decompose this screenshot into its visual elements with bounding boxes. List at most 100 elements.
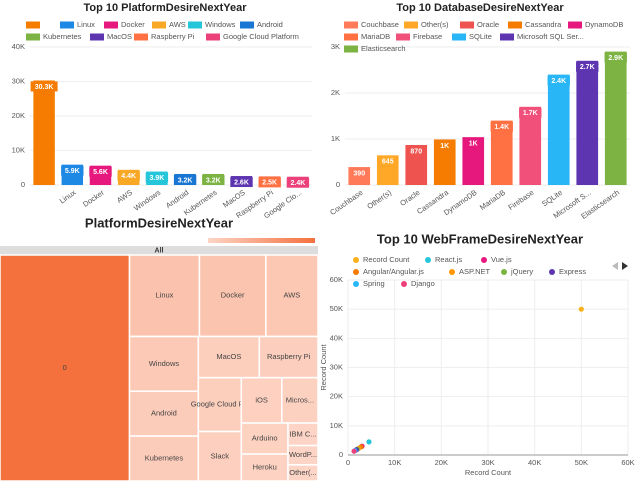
chart-title: Top 10 DatabaseDesireNextYear xyxy=(396,2,564,14)
legend-label: Android xyxy=(257,20,283,29)
treemap-cell xyxy=(197,376,243,433)
value-label: 1K xyxy=(469,141,478,148)
treemap-label: Windows xyxy=(149,359,180,368)
legend-label: Angular/Angular.js xyxy=(363,267,424,276)
value-label: 2.4K xyxy=(551,78,566,85)
legend-swatch xyxy=(568,21,582,29)
y-tick-label: 0 xyxy=(339,450,343,459)
legend-swatch xyxy=(460,21,474,29)
treemap-label: 0 xyxy=(63,363,67,372)
legend-label: Microsoft SQL Ser... xyxy=(517,32,584,41)
root-label: All xyxy=(155,247,164,254)
legend-swatch xyxy=(481,257,487,263)
label-bg xyxy=(490,121,513,132)
treemap-label: Google Cloud P... xyxy=(191,400,249,409)
label-bg xyxy=(61,165,84,176)
legend-swatch xyxy=(353,257,359,263)
bar xyxy=(433,139,456,185)
value-label: 390 xyxy=(353,170,365,177)
label-bg xyxy=(145,172,169,183)
treemap-label: AWS xyxy=(284,291,301,300)
label-bg xyxy=(547,75,570,86)
legend-swatch xyxy=(404,21,418,29)
legend-swatch xyxy=(401,281,407,287)
point xyxy=(351,448,357,454)
value-label: 1.7K xyxy=(523,110,538,117)
label-bg xyxy=(378,156,397,167)
legend-swatch xyxy=(353,269,359,275)
treemap-label: Docker xyxy=(221,291,245,300)
legend-next[interactable] xyxy=(622,262,628,270)
value-label: 1K xyxy=(440,143,449,150)
treemap-label: Heroku xyxy=(253,463,277,472)
bar xyxy=(462,137,485,185)
legend-label: Django xyxy=(411,279,435,288)
bar xyxy=(33,80,55,185)
label-bg xyxy=(438,140,452,151)
bar xyxy=(576,60,599,185)
y-tick-label: 20K xyxy=(330,392,343,401)
value-label: 3.9K xyxy=(150,175,165,182)
legend-swatch xyxy=(240,21,254,29)
value-label: 30.3K xyxy=(35,84,54,91)
point xyxy=(578,306,584,312)
chart-title: Top 10 WebFrameDesireNextYear xyxy=(377,231,583,246)
legend-label: Spring xyxy=(363,279,385,288)
x-tick-label: 10K xyxy=(388,458,401,467)
y-tick-label: 30K xyxy=(330,362,343,371)
value-label: 870 xyxy=(410,148,422,155)
x-tick-label: 30K xyxy=(481,458,494,467)
legend-label: Vue.js xyxy=(491,255,512,264)
legend-label: React.js xyxy=(435,255,462,264)
label-bg xyxy=(576,61,599,72)
y-tick-label: 2K xyxy=(331,88,340,97)
legend-label: Raspberry Pi xyxy=(151,32,195,41)
x-tick-label: 20K xyxy=(435,458,448,467)
value-label: 2.6K xyxy=(234,179,249,186)
label-bg xyxy=(173,174,197,185)
legend-label: Docker xyxy=(121,20,145,29)
treemap-label: Arduino xyxy=(252,434,278,443)
x-axis-label: Record Count xyxy=(465,468,512,477)
treemap-label: Slack xyxy=(211,451,230,460)
root-header xyxy=(0,246,318,255)
legend-label: ASP.NET xyxy=(459,267,491,276)
bar xyxy=(604,51,627,185)
legend-label: jQuery xyxy=(510,267,533,276)
legend-label: SQLite xyxy=(469,32,492,41)
x-tick-label: 50K xyxy=(575,458,588,467)
treemap-cell xyxy=(128,335,200,392)
legend-swatch xyxy=(206,33,220,41)
y-axis-label: Record Count xyxy=(319,343,328,390)
label-bg xyxy=(117,170,140,181)
legend-prev[interactable] xyxy=(612,262,618,270)
value-label: 2.9K xyxy=(608,55,623,62)
x-tick-label: 40K xyxy=(528,458,541,467)
treemap-cell xyxy=(240,376,283,424)
label-bg xyxy=(30,81,58,92)
treemap-label: Kubernetes xyxy=(145,454,184,463)
point xyxy=(366,439,372,445)
legend-label: DynamoDB xyxy=(585,20,623,29)
treemap-label: Micros... xyxy=(286,395,314,404)
legend-label: MariaDB xyxy=(361,32,390,41)
legend-swatch xyxy=(26,33,40,41)
legend-swatch xyxy=(104,21,118,29)
legend-label: Oracle xyxy=(477,20,499,29)
legend-swatch xyxy=(344,33,358,41)
legend-swatch xyxy=(188,21,202,29)
value-label: 2.4K xyxy=(291,180,306,187)
treemap-cell xyxy=(198,254,267,338)
label-bg xyxy=(604,52,627,63)
label-bg xyxy=(202,174,225,185)
value-label: 645 xyxy=(382,159,394,166)
treemap-label: Other(... xyxy=(289,468,317,477)
treemap-label: Android xyxy=(151,409,177,418)
legend-label: Windows xyxy=(205,20,236,29)
legend-label: Elasticsearch xyxy=(361,44,406,53)
legend-swatch xyxy=(452,33,466,41)
legend-label: Google Cloud Platform xyxy=(223,32,299,41)
legend-swatch xyxy=(353,281,359,287)
y-tick-label: 40K xyxy=(330,333,343,342)
